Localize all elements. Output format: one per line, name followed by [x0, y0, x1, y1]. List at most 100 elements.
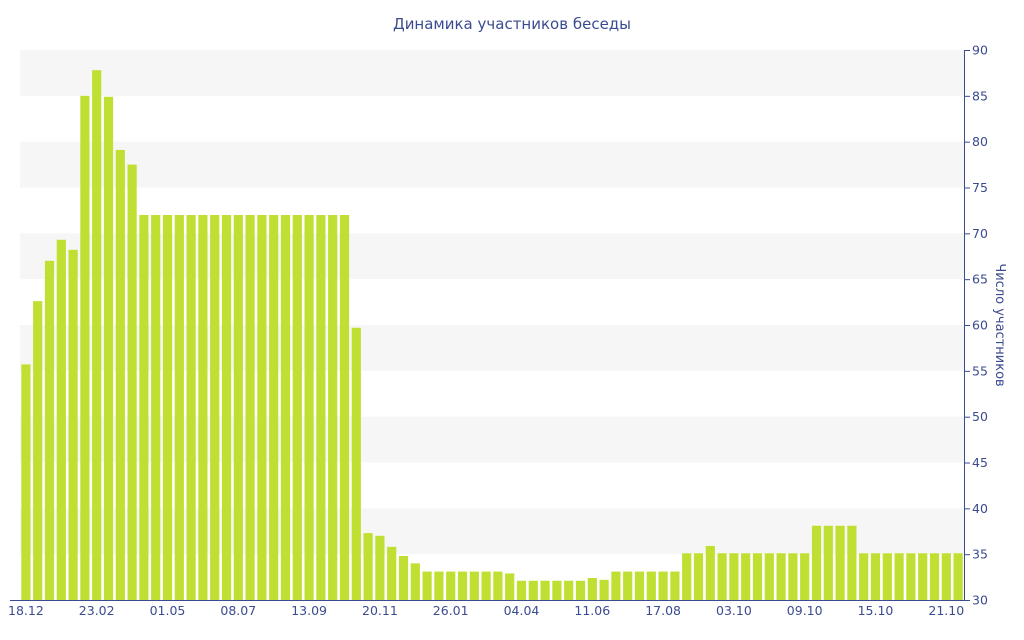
bar[interactable] — [103, 96, 114, 600]
bar[interactable] — [422, 571, 432, 600]
y-tick-label: 90 — [972, 43, 988, 58]
bar[interactable] — [151, 215, 161, 600]
x-tick-label: 13.09 — [291, 603, 327, 618]
bar[interactable] — [870, 553, 881, 600]
bar[interactable] — [316, 215, 326, 600]
bar[interactable] — [233, 215, 243, 600]
bar[interactable] — [221, 215, 232, 600]
bar[interactable] — [729, 553, 739, 600]
bar[interactable] — [906, 553, 916, 600]
bar[interactable] — [800, 553, 810, 600]
x-ticks: 18.12 23.02 01.05 08.07 13.09 20.11 26.01 04.04… — [8, 603, 964, 618]
bar[interactable] — [127, 164, 137, 600]
bar[interactable] — [68, 249, 78, 600]
bar[interactable] — [611, 571, 621, 600]
bar[interactable] — [245, 215, 255, 600]
x-tick-label: 15.10 — [858, 603, 894, 618]
bar[interactable] — [599, 579, 609, 600]
bar[interactable] — [387, 546, 397, 600]
y-tick-label: 40 — [972, 501, 988, 516]
bar[interactable] — [941, 553, 951, 600]
x-tick-label: 04.04 — [504, 603, 540, 618]
y-tick-label: 45 — [972, 455, 988, 470]
bar[interactable] — [481, 571, 491, 600]
bar[interactable] — [776, 553, 786, 600]
bar[interactable] — [210, 215, 220, 600]
y-tick-label: 85 — [972, 88, 988, 103]
bar[interactable] — [139, 215, 149, 600]
bar[interactable] — [918, 553, 928, 600]
bar[interactable] — [516, 580, 527, 600]
bar[interactable] — [457, 571, 468, 600]
y-tick-label: 50 — [972, 409, 988, 424]
bar[interactable] — [198, 215, 208, 600]
x-tick-label: 26.01 — [433, 603, 469, 618]
bar[interactable] — [280, 215, 291, 600]
bar[interactable] — [528, 580, 538, 600]
bar[interactable] — [752, 553, 763, 600]
bar[interactable] — [717, 553, 727, 600]
bar[interactable] — [469, 571, 479, 600]
bar[interactable] — [446, 571, 456, 600]
bar[interactable] — [398, 556, 409, 600]
bars — [21, 70, 963, 601]
bar[interactable] — [186, 215, 196, 600]
bar[interactable] — [44, 260, 55, 600]
bar[interactable] — [847, 525, 857, 600]
bar[interactable] — [835, 525, 845, 600]
bar[interactable] — [92, 70, 102, 601]
bar[interactable] — [811, 525, 822, 600]
bar[interactable] — [575, 580, 586, 600]
bar[interactable] — [788, 553, 798, 600]
x-tick-label: 01.05 — [150, 603, 186, 618]
bar[interactable] — [162, 215, 173, 600]
bar[interactable] — [493, 571, 503, 600]
bar[interactable] — [375, 535, 385, 600]
bar[interactable] — [564, 580, 574, 600]
bar[interactable] — [646, 571, 656, 600]
bar[interactable] — [505, 573, 515, 600]
bar[interactable] — [540, 580, 550, 600]
bar[interactable] — [269, 215, 279, 600]
bar[interactable] — [552, 580, 562, 600]
bar[interactable] — [115, 149, 125, 601]
x-tick-label: 11.06 — [574, 603, 610, 618]
bar[interactable] — [304, 215, 314, 600]
bar[interactable] — [434, 571, 444, 600]
bar[interactable] — [693, 553, 704, 600]
y-tick-label: 65 — [972, 272, 988, 287]
grid-band — [20, 508, 964, 555]
bar[interactable] — [953, 553, 963, 600]
bar[interactable] — [363, 533, 373, 600]
y-tick-label: 80 — [972, 134, 988, 149]
bar[interactable] — [929, 553, 940, 600]
bar[interactable] — [894, 553, 904, 600]
bar[interactable] — [21, 364, 31, 600]
bar[interactable] — [670, 571, 680, 600]
y-tick-label: 35 — [972, 547, 988, 562]
bar[interactable] — [80, 95, 90, 600]
bar[interactable] — [682, 553, 692, 600]
bar[interactable] — [634, 571, 645, 600]
bar[interactable] — [257, 215, 267, 600]
bar[interactable] — [587, 578, 597, 600]
bar[interactable] — [741, 553, 751, 600]
bar[interactable] — [764, 553, 774, 600]
bar[interactable] — [351, 327, 361, 600]
bar[interactable] — [658, 571, 668, 600]
bar[interactable] — [328, 215, 338, 600]
bar[interactable] — [292, 215, 302, 600]
bar[interactable] — [56, 239, 66, 600]
bar[interactable] — [859, 553, 869, 600]
bar[interactable] — [705, 545, 715, 600]
bar[interactable] — [823, 525, 833, 600]
x-tick-label: 23.02 — [79, 603, 115, 618]
bar[interactable] — [623, 571, 633, 600]
bar[interactable] — [339, 215, 350, 600]
x-tick-label: 20.11 — [362, 603, 398, 618]
bar[interactable] — [410, 563, 420, 600]
bar[interactable] — [33, 301, 43, 600]
bar[interactable] — [882, 553, 892, 600]
bar[interactable] — [174, 215, 184, 600]
